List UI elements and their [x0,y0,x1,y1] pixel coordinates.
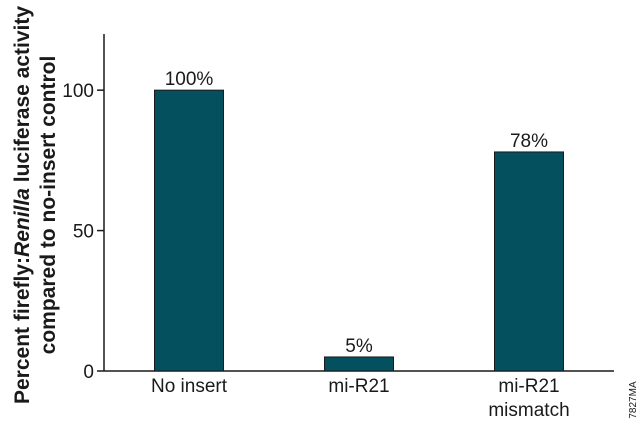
y-tick-label: 50 [73,222,94,243]
data-label: 78% [510,131,548,152]
bar [154,89,224,372]
bars [154,89,564,372]
y-axis-ticks: 0 50 100 [62,81,104,383]
data-label: 5% [345,336,373,357]
y-axis-label-line: compared to no-insert control [37,56,60,355]
y-tick-label: 0 [83,362,94,383]
y-axis-label-line: Percent firefly:Renilla luciferase activ… [11,6,34,404]
data-label: 100% [165,69,214,90]
y-axis-label-segment: Renilla [11,188,34,257]
y-tick-label: 100 [62,81,94,102]
category-label: mi-R21 [328,376,389,397]
data-labels: 100% 5% 78% [165,69,548,357]
bar [494,151,564,372]
y-axis-label-segment: luciferase activity [11,6,34,188]
category-labels: No insert mi-R21 mi-R21 mismatch [151,376,570,421]
y-axis-label: Percent firefly:Renilla luciferase activ… [11,6,60,404]
category-label: mismatch [488,400,569,421]
y-axis-label-segment: compared to no-insert control [37,56,60,355]
bar [324,356,394,372]
category-label: No insert [151,376,228,397]
figure-code: 7827MA [628,381,639,419]
category-label: mi-R21 [498,376,559,397]
y-axis-label-segment: Percent firefly: [11,257,34,404]
